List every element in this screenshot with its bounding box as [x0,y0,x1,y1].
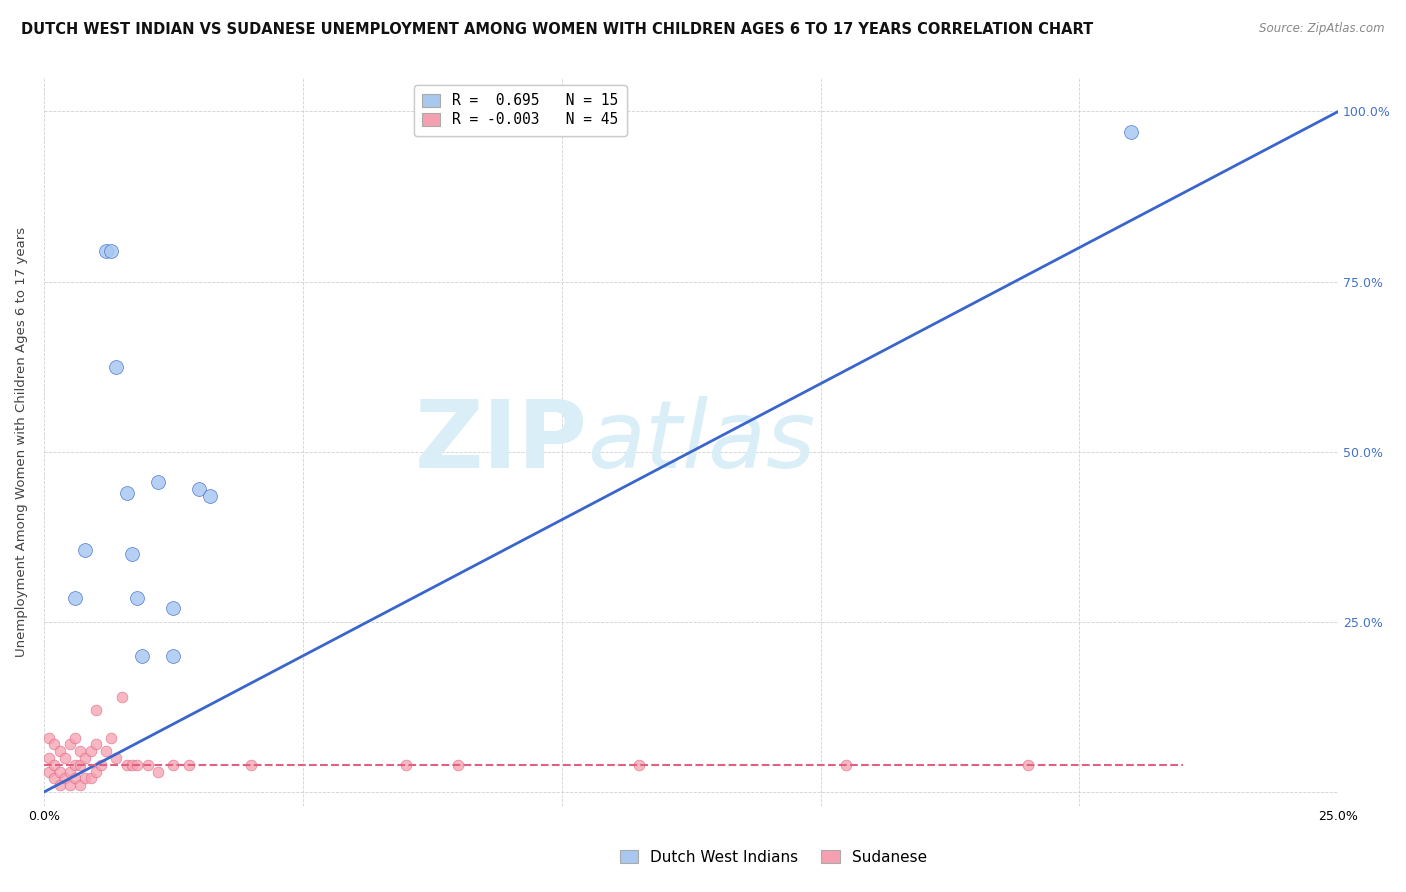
Point [131,648,153,663]
Point [84,703,107,717]
Point [53,772,76,786]
Point [84,764,107,779]
Point [100,244,122,258]
Point [162,648,184,663]
Point [94,244,117,258]
Text: Source: ZipAtlas.com: Source: ZipAtlas.com [1260,22,1385,36]
Point [75,543,97,558]
Text: ZIP: ZIP [415,395,588,488]
Point [63,731,86,745]
Point [198,489,221,503]
Point [48,778,70,792]
Point [48,744,70,758]
Point [628,757,651,772]
Point [177,757,200,772]
Point [44,757,66,772]
Point [1017,757,1039,772]
Y-axis label: Unemployment Among Women with Children Ages 6 to 17 years: Unemployment Among Women with Children A… [15,227,28,657]
Point [240,757,263,772]
Point [136,757,159,772]
Point [127,591,149,605]
Point [59,764,82,779]
Point [53,751,76,765]
Legend: Dutch West Indians, Sudanese: Dutch West Indians, Sudanese [613,844,934,871]
Point [48,764,70,779]
Point [38,764,60,779]
Point [69,757,91,772]
Point [38,731,60,745]
Point [84,737,107,751]
Point [146,764,169,779]
Point [69,778,91,792]
Text: DUTCH WEST INDIAN VS SUDANESE UNEMPLOYMENT AMONG WOMEN WITH CHILDREN AGES 6 TO 1: DUTCH WEST INDIAN VS SUDANESE UNEMPLOYME… [21,22,1094,37]
Point [75,751,97,765]
Point [63,772,86,786]
Point [38,751,60,765]
Point [100,731,122,745]
Point [162,757,184,772]
Point [44,772,66,786]
Point [127,757,149,772]
Point [59,737,82,751]
Point [79,772,101,786]
Point [1121,125,1143,139]
Point [75,772,97,786]
Point [69,744,91,758]
Point [115,757,138,772]
Point [121,757,143,772]
Point [79,744,101,758]
Point [59,778,82,792]
Text: atlas: atlas [588,396,815,487]
Point [121,547,143,561]
Point [111,690,134,704]
Point [188,482,211,496]
Point [44,737,66,751]
Point [63,757,86,772]
Point [105,751,128,765]
Point [146,475,169,490]
Point [395,757,418,772]
Point [90,757,112,772]
Point [105,359,128,374]
Point [94,744,117,758]
Point [162,601,184,615]
Point [835,757,858,772]
Point [115,485,138,500]
Point [63,591,86,605]
Legend: R =  0.695   N = 15, R = -0.003   N = 45: R = 0.695 N = 15, R = -0.003 N = 45 [413,85,627,136]
Point [447,757,470,772]
